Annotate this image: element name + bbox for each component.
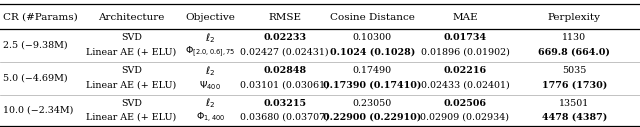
Text: 13501: 13501 bbox=[559, 99, 589, 108]
Text: 0.17390 (0.17410): 0.17390 (0.17410) bbox=[323, 81, 421, 90]
Text: MAE: MAE bbox=[452, 13, 478, 22]
Text: 5.0 (−4.69M): 5.0 (−4.69M) bbox=[3, 74, 67, 83]
Text: Architecture: Architecture bbox=[98, 13, 164, 22]
Text: Perplexity: Perplexity bbox=[548, 13, 601, 22]
Text: 1130: 1130 bbox=[563, 33, 586, 42]
Text: $\Phi_{1,400}$: $\Phi_{1,400}$ bbox=[196, 111, 225, 124]
Text: 4478 (4387): 4478 (4387) bbox=[542, 113, 607, 122]
Text: Cosine Distance: Cosine Distance bbox=[330, 13, 415, 22]
Text: 669.8 (664.0): 669.8 (664.0) bbox=[538, 48, 611, 57]
Text: SVD: SVD bbox=[121, 66, 141, 75]
Text: 0.03680 (0.03707): 0.03680 (0.03707) bbox=[241, 113, 329, 122]
Text: SVD: SVD bbox=[121, 99, 141, 108]
Text: $\ell_2$: $\ell_2$ bbox=[205, 64, 215, 78]
Text: Objective: Objective bbox=[186, 13, 235, 22]
Text: 0.17490: 0.17490 bbox=[353, 66, 392, 75]
Text: 0.01734: 0.01734 bbox=[444, 33, 486, 42]
Text: 0.23050: 0.23050 bbox=[353, 99, 392, 108]
Text: 0.03215: 0.03215 bbox=[263, 99, 307, 108]
Text: 0.01896 (0.01902): 0.01896 (0.01902) bbox=[420, 48, 509, 57]
Text: $\ell_2$: $\ell_2$ bbox=[205, 31, 215, 45]
Text: 0.02233: 0.02233 bbox=[263, 33, 307, 42]
Text: $\ell_2$: $\ell_2$ bbox=[205, 97, 215, 110]
Text: 1776 (1730): 1776 (1730) bbox=[542, 81, 607, 90]
Text: 0.02848: 0.02848 bbox=[263, 66, 307, 75]
Text: 10.0 (−2.34M): 10.0 (−2.34M) bbox=[3, 106, 73, 115]
Text: $\Psi_{400}$: $\Psi_{400}$ bbox=[199, 79, 221, 92]
Text: 2.5 (−9.38M): 2.5 (−9.38M) bbox=[3, 41, 67, 50]
Text: 0.02427 (0.02431): 0.02427 (0.02431) bbox=[241, 48, 329, 57]
Text: 0.02433 (0.02401): 0.02433 (0.02401) bbox=[420, 81, 509, 90]
Text: 0.03101 (0.03061): 0.03101 (0.03061) bbox=[241, 81, 329, 90]
Text: 0.22900 (0.22910): 0.22900 (0.22910) bbox=[323, 113, 421, 122]
Text: 0.10300: 0.10300 bbox=[353, 33, 392, 42]
Text: 5035: 5035 bbox=[562, 66, 587, 75]
Text: Linear AE (+ ELU): Linear AE (+ ELU) bbox=[86, 48, 177, 57]
Text: RMSE: RMSE bbox=[268, 13, 301, 22]
Text: Linear AE (+ ELU): Linear AE (+ ELU) bbox=[86, 81, 177, 90]
Text: 0.02506: 0.02506 bbox=[444, 99, 486, 108]
Text: 0.02216: 0.02216 bbox=[444, 66, 486, 75]
Text: SVD: SVD bbox=[121, 33, 141, 42]
Text: 0.1024 (0.1028): 0.1024 (0.1028) bbox=[330, 48, 415, 57]
Text: CR (#Params): CR (#Params) bbox=[3, 13, 77, 22]
Text: 0.02909 (0.02934): 0.02909 (0.02934) bbox=[420, 113, 509, 122]
Text: Linear AE (+ ELU): Linear AE (+ ELU) bbox=[86, 113, 177, 122]
Text: $\Phi_{[2.0,0.6],75}$: $\Phi_{[2.0,0.6],75}$ bbox=[185, 45, 236, 60]
